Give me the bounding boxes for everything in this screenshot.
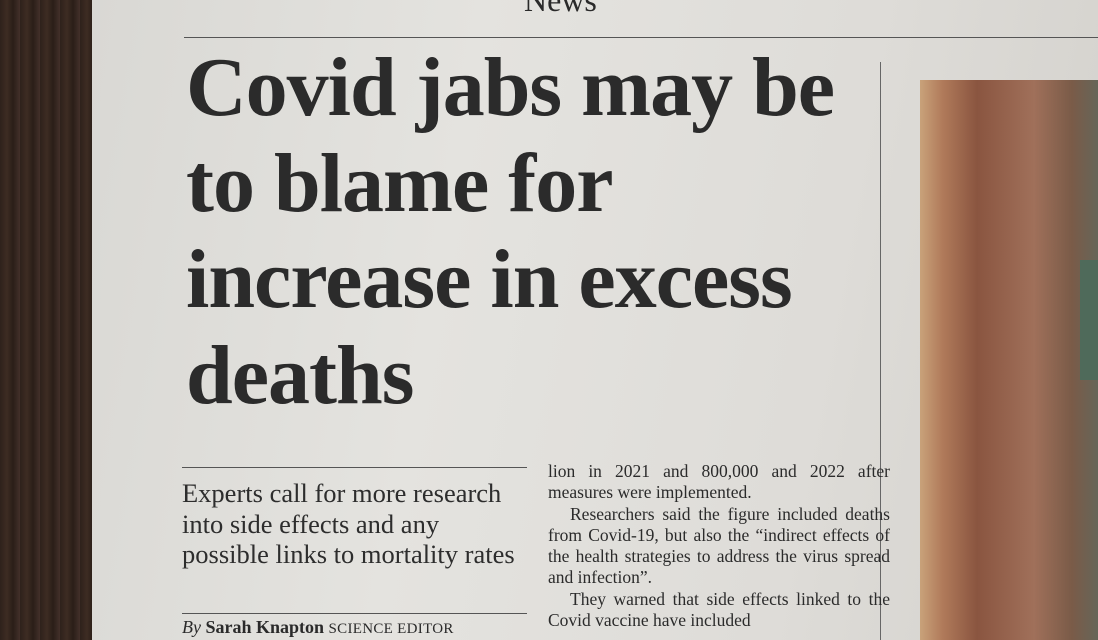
body-paragraph: They warned that side effects linked to … bbox=[548, 588, 890, 631]
standfirst-rule-bottom bbox=[182, 613, 527, 614]
newspaper-page: News Covid jabs may be to blame for incr… bbox=[92, 0, 1098, 640]
column-divider bbox=[880, 62, 881, 640]
byline: By Sarah Knapton SCIENCE EDITOR bbox=[182, 617, 454, 638]
body-paragraph: lion in 2021 and 800,000 and 2022 after … bbox=[548, 461, 890, 503]
headline: Covid jabs may be to blame for increase … bbox=[186, 41, 835, 422]
byline-author: Sarah Knapton bbox=[205, 617, 325, 637]
standfirst: Experts call for more research into side… bbox=[182, 478, 515, 569]
body-paragraph: Researchers said the figure included dea… bbox=[548, 503, 890, 588]
section-label: News bbox=[524, 0, 597, 18]
article-body: lion in 2021 and 800,000 and 2022 after … bbox=[548, 461, 890, 631]
byline-role: SCIENCE EDITOR bbox=[328, 621, 454, 637]
byline-prefix: By bbox=[182, 617, 201, 637]
standfirst-rule-top bbox=[182, 467, 527, 468]
wooden-table-background bbox=[0, 0, 96, 640]
article-photo bbox=[920, 80, 1098, 640]
top-rule bbox=[184, 37, 1098, 38]
